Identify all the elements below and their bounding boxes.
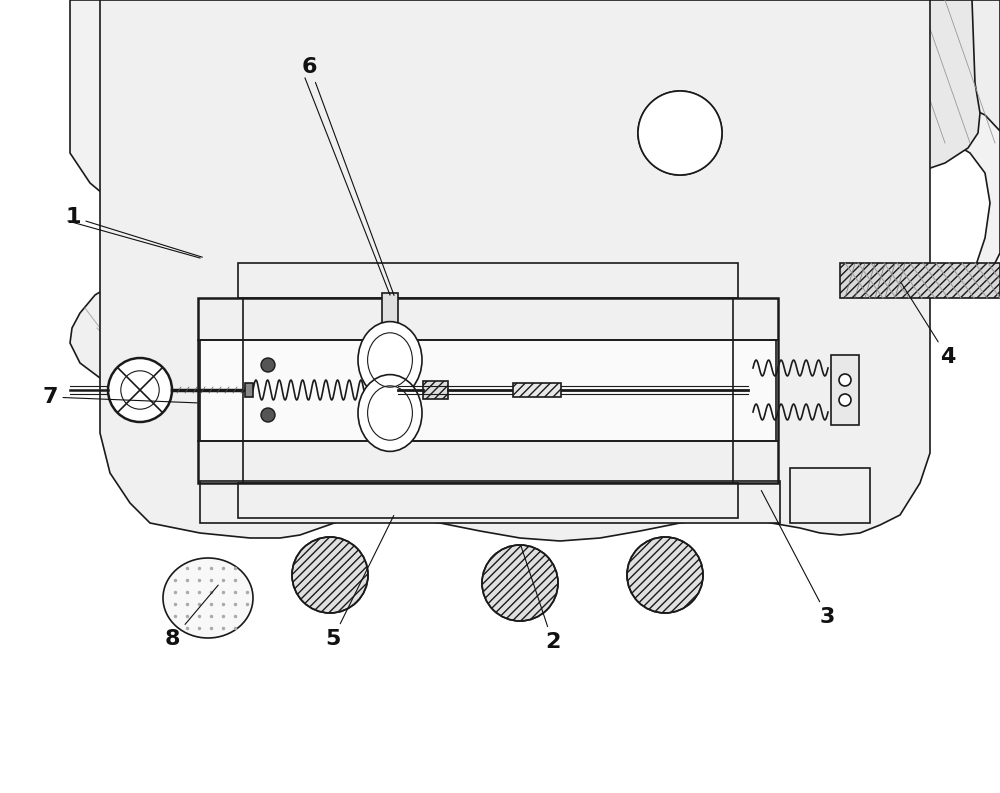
Text: 1: 1 xyxy=(65,207,202,257)
Polygon shape xyxy=(840,263,1000,298)
Polygon shape xyxy=(70,277,205,385)
Circle shape xyxy=(638,91,722,175)
Bar xyxy=(238,483,738,518)
Polygon shape xyxy=(70,0,1000,306)
Bar xyxy=(693,223,738,263)
Bar xyxy=(831,355,859,425)
Circle shape xyxy=(108,358,172,422)
Bar xyxy=(733,298,778,483)
Bar xyxy=(198,441,778,483)
Text: 2: 2 xyxy=(521,546,560,652)
Ellipse shape xyxy=(163,558,253,638)
Circle shape xyxy=(261,408,275,422)
Polygon shape xyxy=(765,0,980,178)
Bar xyxy=(238,263,738,298)
Circle shape xyxy=(627,537,703,613)
Bar xyxy=(820,228,880,298)
Bar xyxy=(513,383,561,397)
Bar xyxy=(198,298,243,483)
Circle shape xyxy=(638,91,722,175)
Polygon shape xyxy=(200,0,1000,256)
Ellipse shape xyxy=(358,322,422,398)
Circle shape xyxy=(482,545,558,621)
Bar xyxy=(238,483,738,518)
Bar xyxy=(200,340,776,441)
Bar xyxy=(820,418,880,488)
Bar xyxy=(200,481,780,523)
Text: 3: 3 xyxy=(761,490,835,627)
Circle shape xyxy=(292,537,368,613)
Bar xyxy=(238,223,283,263)
Text: 6: 6 xyxy=(302,57,394,295)
Bar xyxy=(245,383,253,397)
Text: 7: 7 xyxy=(42,387,197,407)
Polygon shape xyxy=(100,0,930,541)
Circle shape xyxy=(839,394,851,406)
Bar xyxy=(382,293,398,448)
Bar xyxy=(198,298,778,483)
Text: 4: 4 xyxy=(901,283,955,367)
Bar xyxy=(423,381,448,399)
Text: 8: 8 xyxy=(165,585,218,649)
Bar xyxy=(790,468,870,523)
Circle shape xyxy=(261,358,275,372)
Ellipse shape xyxy=(358,374,422,451)
Circle shape xyxy=(839,374,851,386)
Bar xyxy=(238,263,738,298)
Text: 5: 5 xyxy=(325,515,394,649)
Bar xyxy=(198,298,778,340)
